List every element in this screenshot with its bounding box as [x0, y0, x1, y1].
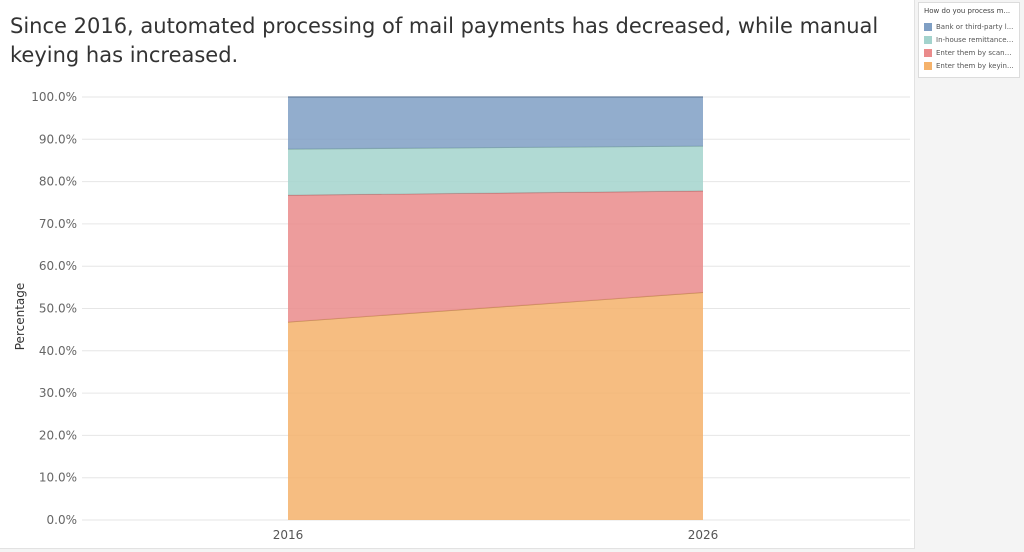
legend-items: Bank or third-party l... In-house remitta…: [924, 20, 1014, 72]
y-tick-label: 0.0%: [47, 513, 78, 527]
y-axis-label: Percentage: [13, 283, 27, 351]
chart-title: Since 2016, automated processing of mail…: [10, 14, 879, 67]
y-tick-label: 40.0%: [39, 344, 77, 358]
chart-panel: Since 2016, automated processing of mail…: [0, 0, 915, 549]
y-tick-label: 20.0%: [39, 428, 77, 442]
legend-swatch: [924, 22, 932, 31]
legend-swatch: [924, 61, 932, 70]
legend-item[interactable]: Enter them by scanni...: [924, 46, 1014, 59]
y-tick-label: 100.0%: [31, 90, 77, 104]
y-tick-label: 30.0%: [39, 386, 77, 400]
x-tick-label: 2016: [273, 528, 304, 542]
y-tick-label: 50.0%: [39, 302, 77, 316]
legend-swatch: [924, 35, 932, 44]
legend-item[interactable]: In-house remittance ...: [924, 33, 1014, 46]
legend-swatch: [924, 48, 932, 57]
area-series: [288, 97, 703, 150]
area-series: [288, 190, 703, 323]
y-tick-label: 80.0%: [39, 175, 77, 189]
y-tick-label: 70.0%: [39, 217, 77, 231]
y-tick-label: 60.0%: [39, 259, 77, 273]
area-chart: 0.0% 10.0% 20.0% 30.0% 40.0% 50.0% 60.0% 70.0% 8…: [13, 90, 910, 542]
legend-label: Enter them by keyin...: [936, 61, 1014, 70]
y-tick-label: 10.0%: [39, 471, 77, 485]
area-series: [288, 292, 703, 520]
legend-label: Enter them by scanni...: [936, 48, 1014, 57]
legend[interactable]: How do you process m... Bank or third-pa…: [918, 2, 1020, 78]
legend-item[interactable]: Bank or third-party l...: [924, 20, 1014, 33]
area-series: [288, 146, 703, 196]
legend-item[interactable]: Enter them by keyin...: [924, 59, 1014, 72]
x-tick-label: 2026: [688, 528, 719, 542]
y-tick-label: 90.0%: [39, 132, 77, 146]
legend-label: Bank or third-party l...: [936, 22, 1014, 31]
legend-label: In-house remittance ...: [936, 35, 1014, 44]
legend-title: How do you process m...: [924, 7, 1011, 15]
